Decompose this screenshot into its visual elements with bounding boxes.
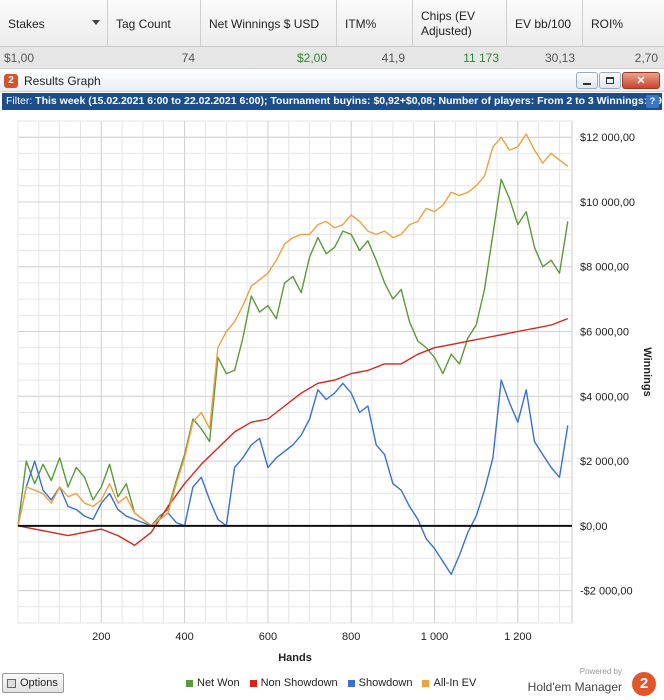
powered-by-text: Powered by [579, 667, 622, 676]
cell-net-winnings: $2,00 [296, 51, 327, 65]
x-tick-label: 800 [342, 631, 360, 643]
legend-label: Non Showdown [260, 677, 338, 689]
minimize-icon [583, 82, 591, 85]
filter-text: This week (15.02.2021 6:00 to 22.02.2021… [35, 95, 662, 107]
y-tick-label: $10 000,00 [580, 197, 635, 209]
series-line-showdown [17, 379, 569, 576]
series-line-non-showdown [17, 317, 569, 546]
cell-stakes: $1,00 [4, 51, 35, 65]
cell-roi: 2,70 [634, 51, 658, 65]
col-header-ev-bb100[interactable]: EV bb/100 [507, 0, 583, 47]
cell-chips-ev: 11 173 [463, 51, 499, 65]
legend-item-net-won[interactable]: Net Won [186, 677, 240, 689]
col-header-tag-count[interactable]: Tag Count [108, 0, 201, 47]
restore-icon [606, 77, 614, 84]
col-header-label: Tag Count [116, 16, 171, 31]
cell-ev-bb100: 30,13 [544, 51, 575, 65]
x-tick-label: 1 200 [504, 631, 532, 643]
x-tick-label: 200 [92, 631, 110, 643]
brand-name: Hold'em Manager [527, 680, 622, 694]
legend-item-showdown[interactable]: Showdown [347, 677, 413, 689]
y-tick-label: $6 000,00 [580, 327, 629, 339]
y-tick-label: $12 000,00 [580, 132, 635, 144]
filter-prefix: Filter: [6, 95, 36, 107]
results-graph[interactable]: 200 400 600 800 1 000 1 200 -$2 000,00 $0,00 $2 … [0, 111, 664, 665]
minimize-button[interactable] [576, 72, 598, 89]
legend-label: Net Won [197, 677, 240, 689]
legend-swatch [347, 679, 355, 687]
col-header-chips-ev[interactable]: Chips (EV Adjusted) [413, 0, 507, 47]
legend-swatch [249, 679, 257, 687]
y-tick-label: $8 000,00 [580, 262, 629, 274]
table-row[interactable]: $1,00 74 $2,00 41,9 11 173 30,13 2,70 [0, 47, 664, 69]
series-line-all-in-ev [17, 133, 569, 527]
series-line-net-won [17, 178, 569, 527]
y-axis-title: Winnings [641, 347, 653, 396]
options-button[interactable]: Options [2, 673, 64, 693]
col-header-label: EV bb/100 [515, 16, 572, 31]
restore-button[interactable] [599, 72, 621, 89]
brand-logo-icon: 2 [632, 672, 656, 696]
close-button[interactable]: ✕ [622, 72, 660, 89]
dropdown-arrow-icon[interactable] [92, 20, 100, 25]
filter-bar: Filter: This week (15.02.2021 6:00 to 22… [2, 93, 662, 110]
options-label: Options [20, 677, 58, 689]
cell-itm: 41,9 [381, 51, 405, 65]
legend-swatch [186, 679, 193, 687]
col-header-label: Net Winnings $ USD [209, 16, 320, 31]
col-header-itm[interactable]: ITM% [337, 0, 413, 47]
plot-area [17, 120, 573, 624]
y-tick-label: $4 000,00 [580, 391, 629, 403]
x-tick-label: 1 000 [421, 631, 449, 643]
close-icon: ✕ [636, 75, 646, 87]
x-axis-title: Hands [278, 652, 312, 664]
legend-item-all-in-ev[interactable]: All-In EV [422, 677, 476, 689]
legend-label: Showdown [358, 677, 413, 689]
y-tick-label: $2 000,00 [580, 456, 629, 468]
options-icon [7, 678, 16, 688]
y-tick-label: $0,00 [580, 521, 608, 533]
col-header-label: Stakes [8, 16, 45, 31]
chart-legend: Net Won Non Showdown Showdown All-In EV [186, 677, 476, 689]
col-header-stakes[interactable]: Stakes [0, 0, 108, 47]
col-header-net-winnings[interactable]: Net Winnings $ USD [201, 0, 337, 47]
window-titlebar[interactable]: 2 Results Graph ✕ [0, 70, 664, 92]
y-tick-label: -$2 000,00 [580, 586, 633, 598]
help-button[interactable]: ? [646, 95, 659, 108]
col-header-label: ROI% [591, 16, 624, 31]
window-title: Results Graph [24, 74, 101, 88]
app-logo-icon: 2 [4, 74, 18, 88]
col-header-roi[interactable]: ROI% [583, 0, 664, 47]
x-tick-label: 600 [259, 631, 277, 643]
brand-block: Powered by Hold'em Manager 2 [518, 667, 658, 699]
x-tick-label: 400 [175, 631, 193, 643]
legend-label: All-In EV [433, 677, 477, 689]
legend-item-non-showdown[interactable]: Non Showdown [249, 677, 338, 689]
bottom-bar: Options Net Won Non Showdown Showdown Al… [0, 665, 664, 700]
stats-table-header: Stakes Tag Count Net Winnings $ USD ITM%… [0, 0, 664, 47]
legend-swatch [422, 679, 430, 687]
cell-tag-count: 74 [181, 51, 195, 65]
results-chart-svg: 200 400 600 800 1 000 1 200 -$2 000,00 $0,00 $2 … [17, 120, 653, 664]
col-header-label: ITM% [345, 16, 377, 31]
col-header-label: Chips (EV Adjusted) [421, 8, 476, 38]
